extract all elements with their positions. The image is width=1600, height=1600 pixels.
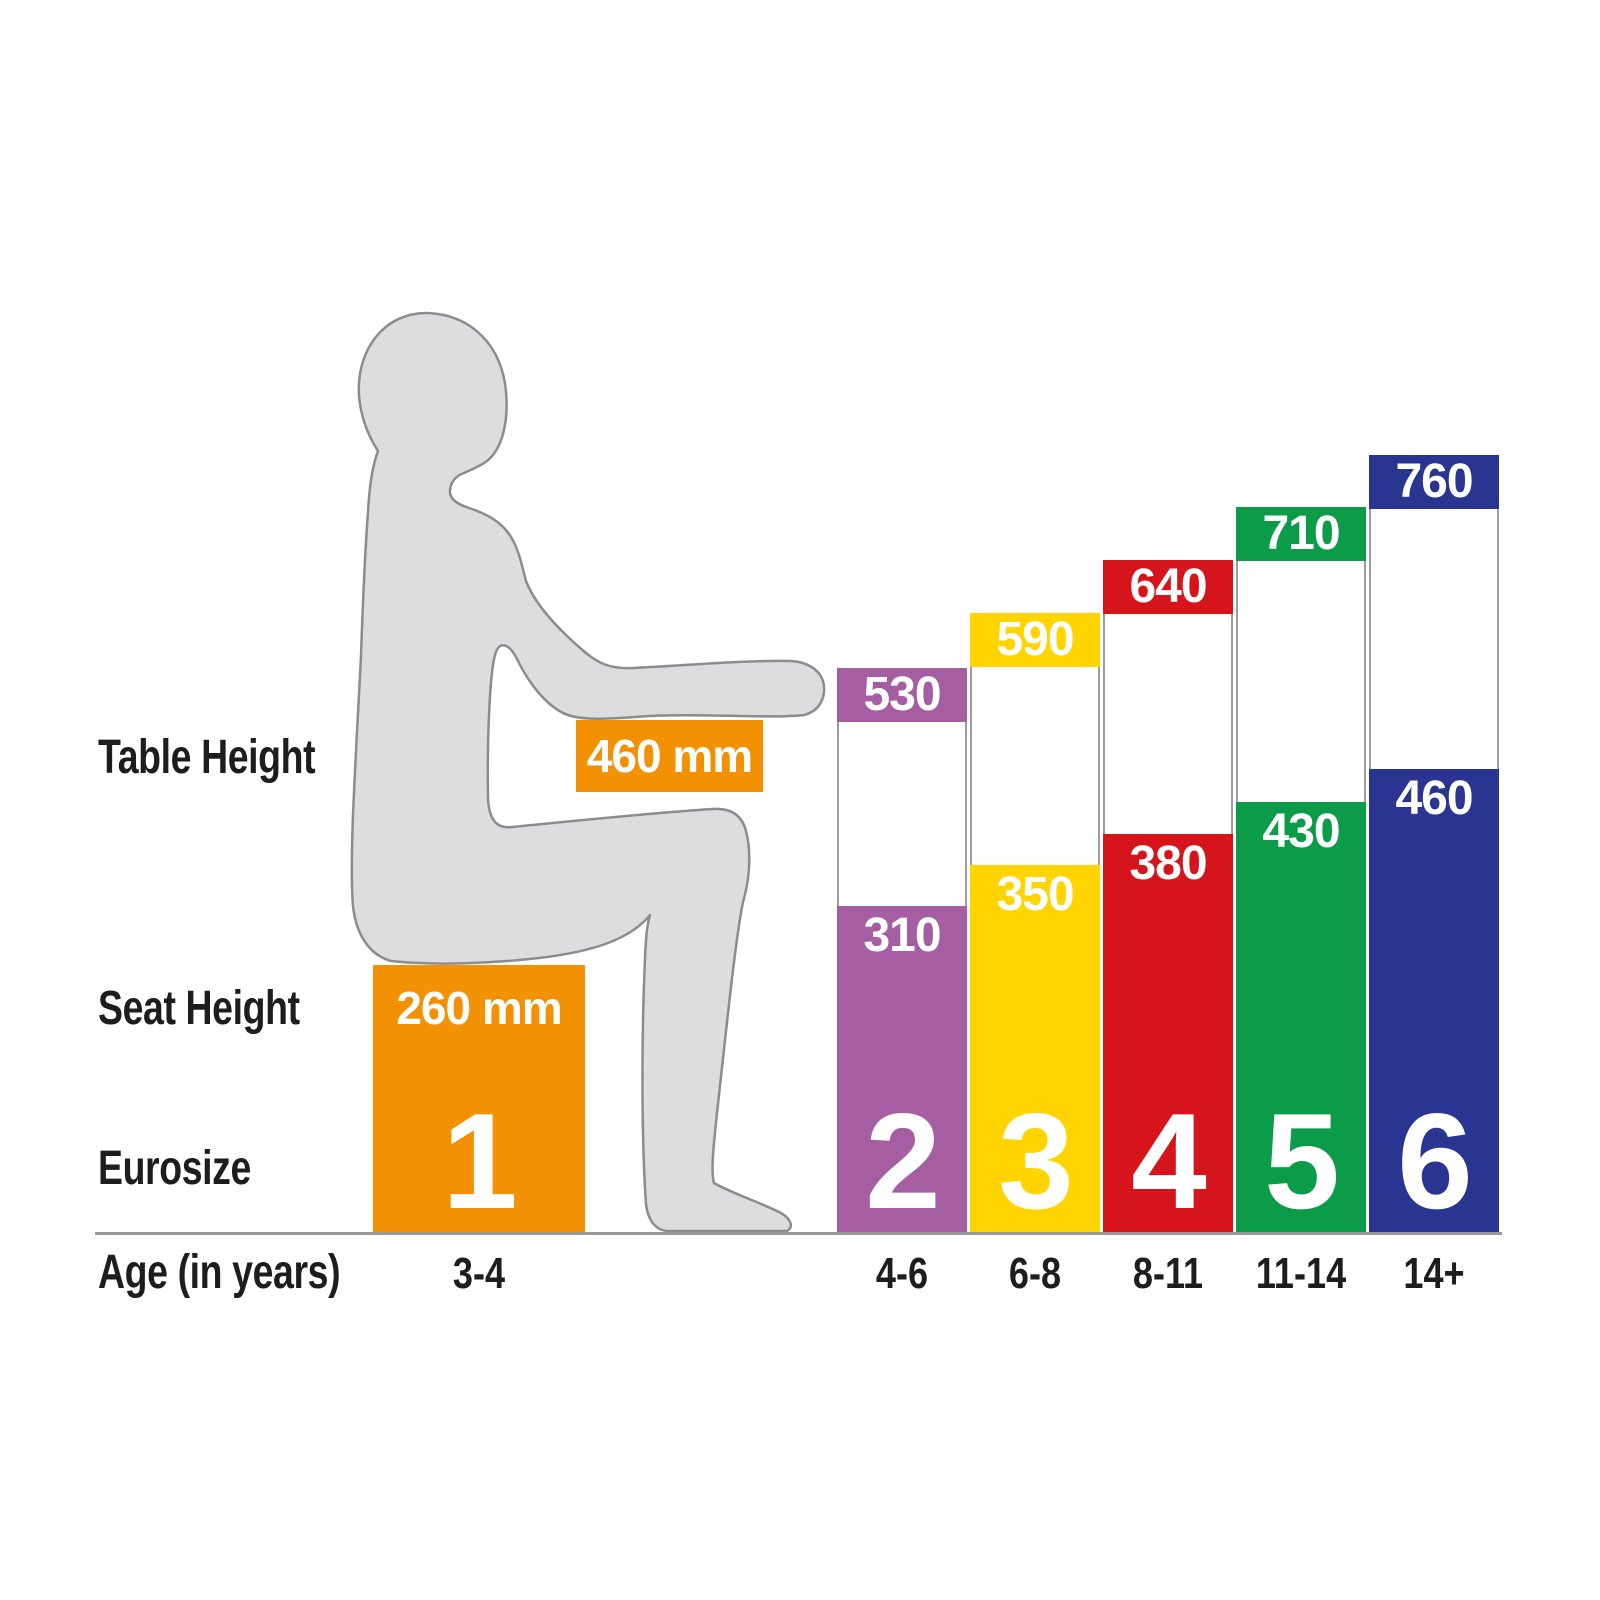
size-6-seat-segment: 460 6 <box>1369 769 1499 1233</box>
size-2-column: 530 310 2 <box>837 0 967 1600</box>
size-3-table-height-value: 590 <box>996 613 1074 666</box>
size-5-seat-segment: 430 5 <box>1236 802 1366 1233</box>
size-6-seat-height-value: 460 <box>1395 772 1473 825</box>
size-3-seat-segment: 350 3 <box>970 865 1100 1233</box>
age-value-size-6: 14+ <box>1403 1249 1465 1298</box>
size-5-table-height-value: 710 <box>1262 507 1340 560</box>
size-2-seat-segment: 310 2 <box>837 906 967 1233</box>
size-4-seat-height-value: 380 <box>1129 837 1207 890</box>
label-age-in-years: Age (in years) <box>98 1246 341 1299</box>
size-6-table-height-value: 760 <box>1395 455 1473 508</box>
size-5-table-height-badge: 710 <box>1236 507 1366 561</box>
size-4-column-gap <box>1103 614 1233 834</box>
size-2-table-height-value: 530 <box>863 668 941 721</box>
size-6-table-height-badge: 760 <box>1369 455 1499 509</box>
size-4-column: 640 380 4 <box>1103 0 1233 1600</box>
size-2-seat-height-value: 310 <box>863 909 941 962</box>
size-1-seat-height-value: 260 mm <box>396 982 562 1034</box>
size-1-table-height-value: 460 mm <box>586 730 753 782</box>
age-value-size-1: 3-4 <box>452 1249 506 1298</box>
size-1-eurosize-number: 1 <box>442 1085 518 1237</box>
age-value-size-5: 11-14 <box>1255 1249 1347 1298</box>
size-2-column-gap <box>837 722 967 906</box>
size-3-column-gap <box>970 667 1100 865</box>
label-seat-height: Seat Height <box>98 982 300 1035</box>
size-2-eurosize-number: 2 <box>865 1085 941 1237</box>
size-6-eurosize-number: 6 <box>1397 1085 1473 1237</box>
label-table-height: Table Height <box>98 731 316 784</box>
size-3-table-height-badge: 590 <box>970 613 1100 667</box>
size-6-column: 760 460 6 <box>1369 0 1499 1600</box>
size-3-eurosize-number: 3 <box>998 1085 1074 1237</box>
age-value-size-4: 8-11 <box>1132 1249 1204 1298</box>
age-value-size-3: 6-8 <box>1008 1249 1062 1298</box>
size-5-column-gap <box>1236 561 1366 802</box>
size-5-eurosize-number: 5 <box>1264 1085 1340 1237</box>
size-2-table-height-badge: 530 <box>837 668 967 722</box>
size-4-eurosize-number: 4 <box>1131 1085 1207 1237</box>
size-5-column: 710 430 5 <box>1236 0 1366 1600</box>
age-value-size-2: 4-6 <box>875 1249 929 1298</box>
size-4-seat-segment: 380 4 <box>1103 834 1233 1233</box>
size-4-table-height-value: 640 <box>1129 560 1207 613</box>
child-silhouette-path <box>350 311 826 1233</box>
size-4-table-height-badge: 640 <box>1103 560 1233 614</box>
size-3-seat-height-value: 350 <box>996 868 1074 921</box>
label-eurosize: Eurosize <box>98 1142 251 1195</box>
size-1-seat-block: 260 mm 1 <box>373 965 585 1233</box>
size-1-table-height-badge: 460 mm <box>576 720 763 792</box>
size-5-seat-height-value: 430 <box>1262 805 1340 858</box>
size-3-column: 590 350 3 <box>970 0 1100 1600</box>
baseline-rule <box>95 1232 1502 1235</box>
size-6-column-gap <box>1369 509 1499 769</box>
